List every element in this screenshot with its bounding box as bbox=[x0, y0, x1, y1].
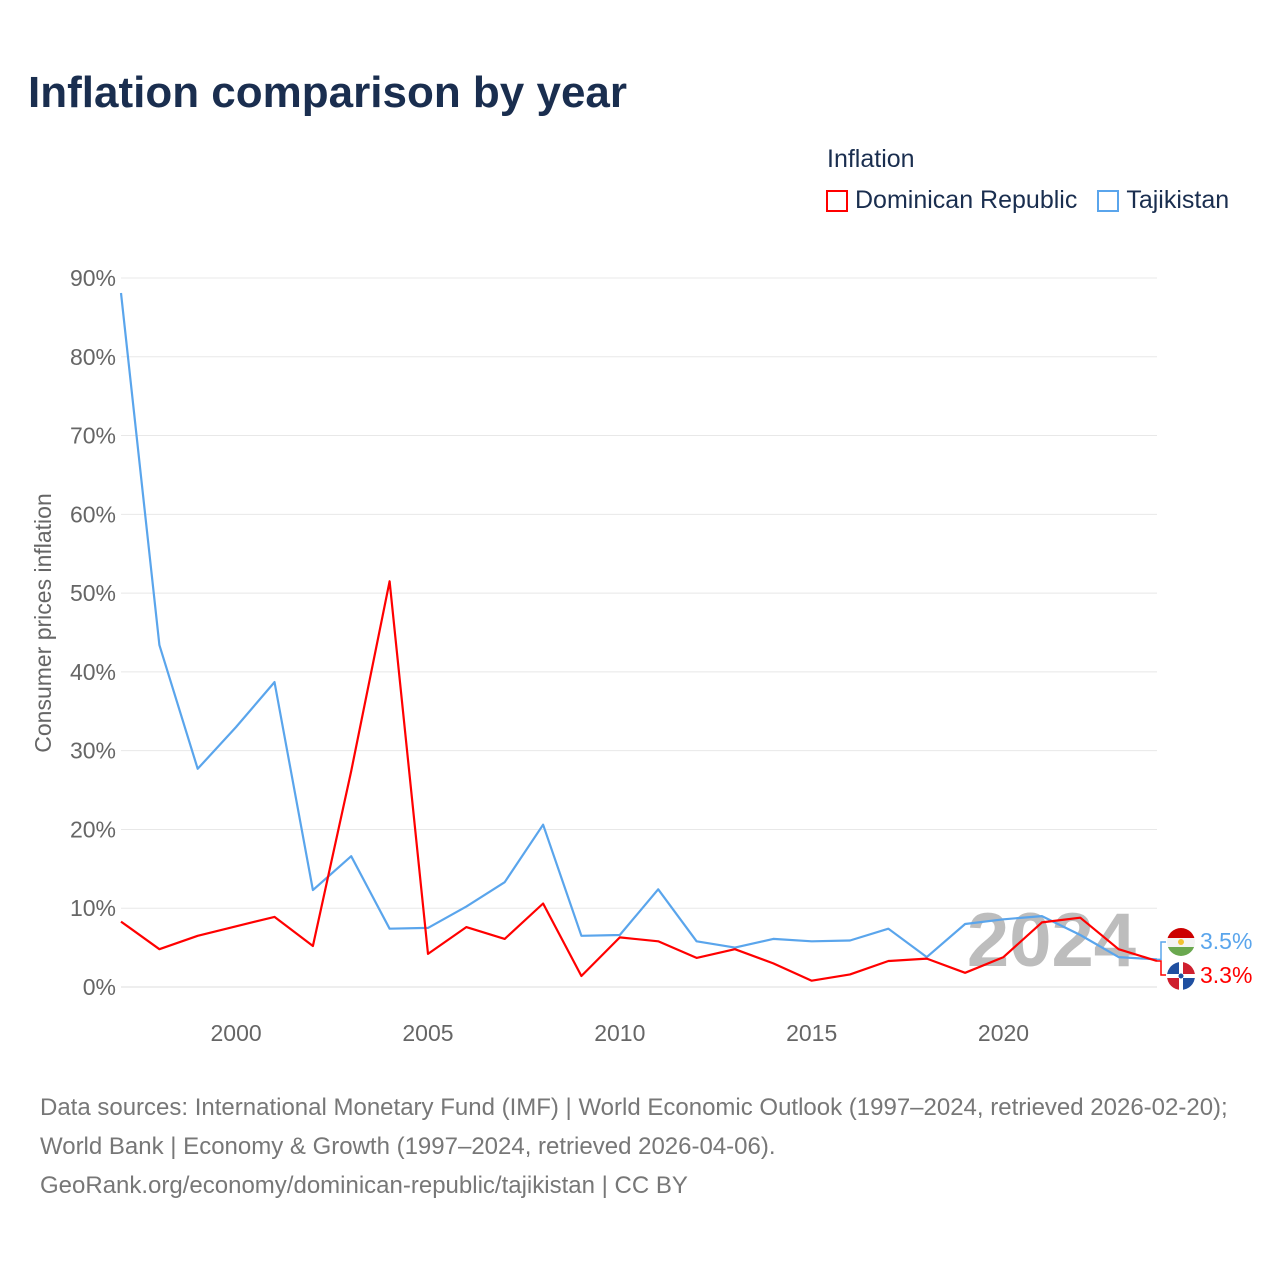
chart-title: Inflation comparison by year bbox=[28, 68, 628, 117]
series-line-tajikistan bbox=[119, 292, 1158, 961]
legend-swatch-dominican-republic bbox=[826, 189, 848, 212]
y-tick-label: 20% bbox=[70, 816, 116, 842]
legend-label: Dominican Republic bbox=[855, 186, 1078, 214]
y-tick-label: 0% bbox=[83, 974, 116, 1000]
x-tick-label: 2010 bbox=[594, 1020, 645, 1046]
x-tick-label: 2015 bbox=[786, 1020, 837, 1046]
y-tick-label: 10% bbox=[70, 895, 116, 921]
end-label-tajikistan: 3.5% bbox=[1200, 928, 1252, 954]
series-line-dominican-republic bbox=[120, 580, 1158, 982]
y-tick-label: 70% bbox=[70, 423, 116, 449]
dominican-republic-flag-icon bbox=[1167, 962, 1195, 990]
legend: Dominican Republic Tajikistan bbox=[826, 186, 1229, 215]
source-line: Data sources: International Monetary Fun… bbox=[40, 1094, 1228, 1160]
end-connector-tajikistan bbox=[1157, 941, 1166, 961]
tajikistan-flag-icon bbox=[1167, 928, 1195, 956]
y-axis-label: Consumer prices inflation bbox=[30, 493, 56, 753]
y-tick-label: 30% bbox=[70, 738, 116, 764]
x-tick-label: 2005 bbox=[402, 1020, 453, 1046]
end-connector-dominican-republic bbox=[1157, 960, 1166, 976]
y-tick-label: 50% bbox=[70, 580, 116, 606]
source-note: Data sources: International Monetary Fun… bbox=[40, 1088, 1250, 1205]
legend-title: Inflation bbox=[827, 145, 915, 173]
end-label-dominican-republic: 3.3% bbox=[1200, 962, 1252, 988]
x-tick-label: 2020 bbox=[978, 1020, 1029, 1046]
y-tick-label: 80% bbox=[70, 344, 116, 370]
source-link[interactable]: GeoRank.org/economy/dominican-republic/t… bbox=[40, 1172, 688, 1199]
legend-item-tajikistan[interactable]: Tajikistan bbox=[1097, 186, 1229, 215]
y-tick-label: 90% bbox=[70, 265, 116, 291]
legend-swatch-tajikistan bbox=[1097, 189, 1120, 212]
legend-label: Tajikistan bbox=[1126, 186, 1230, 214]
y-tick-label: 40% bbox=[70, 659, 116, 685]
watermark-year: 2024 bbox=[967, 898, 1136, 983]
x-tick-label: 2000 bbox=[211, 1020, 262, 1046]
y-tick-label: 60% bbox=[70, 501, 116, 527]
legend-item-dominican-republic[interactable]: Dominican Republic bbox=[826, 186, 1077, 215]
